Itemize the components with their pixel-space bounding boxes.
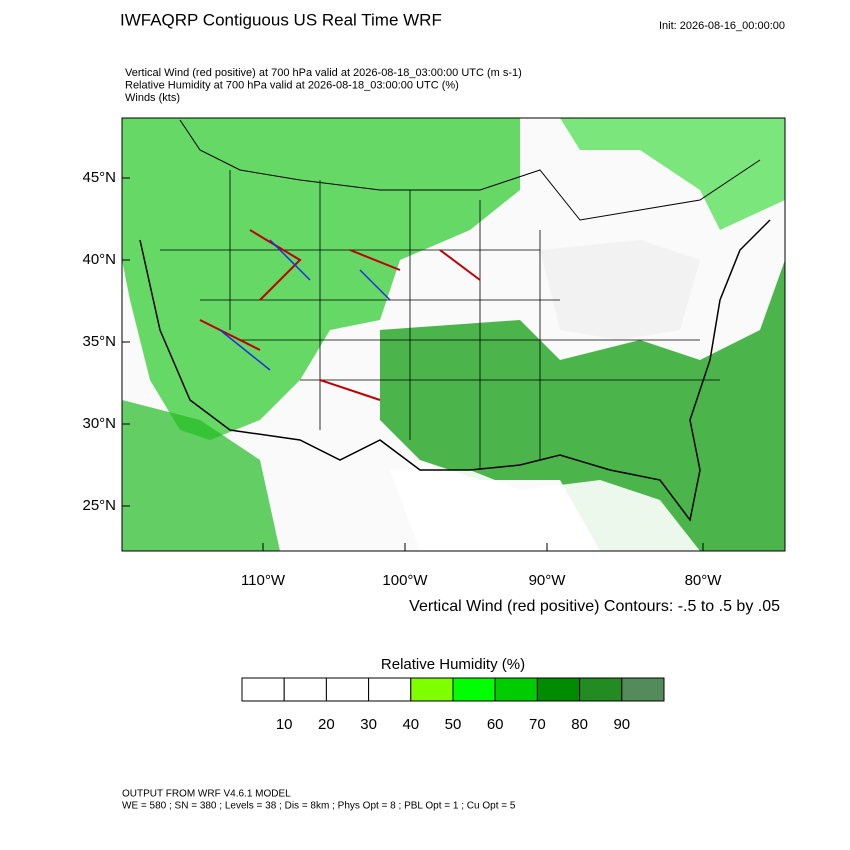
- map: [121, 117, 786, 552]
- vertical-wind-contours: [219, 239, 391, 371]
- colorbar-box: [325, 677, 370, 702]
- footer-line: OUTPUT FROM WRF V4.6.1 MODEL: [122, 789, 291, 800]
- subtitle-line: Winds (kts): [125, 92, 180, 104]
- lat-label: 25°N: [82, 497, 116, 514]
- footer-line: WE = 580 ; SN = 380 ; Levels = 38 ; Dis …: [122, 801, 516, 812]
- colorbar-box: [283, 677, 327, 702]
- colorbar-tick-label: 80: [571, 716, 588, 733]
- lat-label: 35°N: [82, 333, 116, 350]
- contour-note: Vertical Wind (red positive) Contours: -…: [409, 598, 780, 615]
- lon-label: 90°W: [529, 572, 567, 589]
- map-frame: [121, 117, 786, 552]
- dry-region: [540, 240, 700, 340]
- colorbar-box: [494, 677, 538, 702]
- title: IWFAQRP Contiguous US Real Time WRF: [120, 10, 442, 29]
- subtitle-lines: Vertical Wind (red positive) at 700 hPa …: [125, 67, 522, 104]
- lat-label: 30°N: [82, 415, 116, 432]
- colorbar-box: [452, 677, 496, 702]
- subtitle-line: Vertical Wind (red positive) at 700 hPa …: [125, 67, 522, 79]
- colorbar-tick-label: 50: [445, 716, 462, 733]
- colorbar-box: [241, 677, 285, 702]
- lon-label: 110°W: [241, 572, 286, 589]
- humid-region: [560, 118, 785, 230]
- gulf: [390, 470, 700, 551]
- lat-label: 45°N: [82, 169, 116, 186]
- colorbar-box: [536, 677, 581, 702]
- colorbar-box: [368, 677, 412, 702]
- colorbar: 10 20 30 40 50 60 70 80 90: [241, 677, 665, 733]
- colorbar-title: Relative Humidity (%): [381, 656, 525, 673]
- humid-region: [122, 400, 280, 551]
- map-labels: 45°N 40°N 35°N 30°N 25°N 110°W 100°W 90°W 80°W: [82, 169, 722, 589]
- colorbar-box: [579, 677, 623, 702]
- init-time: Init: 2026-08-16_00:00:00: [659, 20, 785, 32]
- vertical-wind-contours: [199, 229, 481, 401]
- colorbar-tick-label: 70: [529, 716, 546, 733]
- colorbar-tick-label: 60: [487, 716, 504, 733]
- humid-region: [122, 118, 520, 440]
- colorbar-tick-label: 40: [402, 716, 419, 733]
- lat-label: 40°N: [82, 251, 116, 268]
- lon-label: 100°W: [382, 572, 428, 589]
- colorbar-box: [621, 677, 665, 702]
- colorbar-box: [410, 677, 454, 702]
- colorbar-tick-label: 10: [276, 716, 293, 733]
- lon-label: 80°W: [685, 572, 723, 589]
- colorbar-tick-label: 90: [613, 716, 630, 733]
- border: [179, 119, 761, 221]
- subtitle-line: Relative Humidity at 700 hPa valid at 20…: [125, 79, 459, 91]
- colorbar-tick-label: 30: [360, 716, 377, 733]
- colorbar-tick-label: 20: [318, 716, 335, 733]
